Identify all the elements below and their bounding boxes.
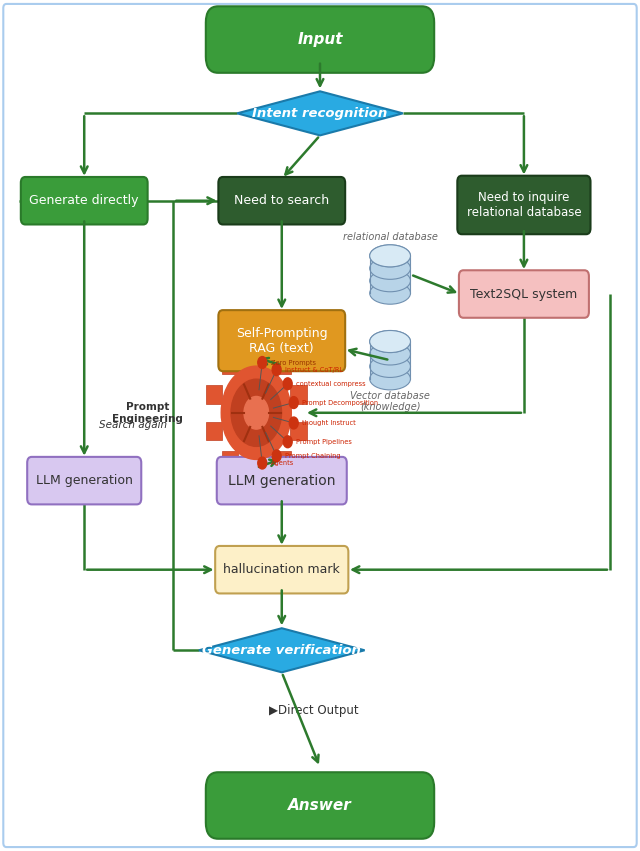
FancyBboxPatch shape [3,4,637,847]
Ellipse shape [370,283,410,304]
Text: LLM generation: LLM generation [228,474,335,488]
Text: Agents: Agents [271,460,294,466]
Text: Need to search: Need to search [234,194,330,208]
Circle shape [221,366,291,460]
Text: LLM generation: LLM generation [36,474,132,487]
Circle shape [272,450,281,462]
Circle shape [289,417,298,429]
FancyBboxPatch shape [215,546,348,593]
FancyBboxPatch shape [274,356,291,374]
FancyBboxPatch shape [217,457,347,505]
Ellipse shape [370,270,410,292]
Circle shape [231,380,282,447]
FancyBboxPatch shape [274,452,291,470]
Text: Prompt Chaining: Prompt Chaining [285,453,340,459]
Polygon shape [199,628,365,672]
Ellipse shape [370,245,410,267]
Ellipse shape [370,330,410,352]
Circle shape [284,378,292,390]
Text: Search again: Search again [99,420,167,431]
Circle shape [284,436,292,448]
Text: hallucination mark: hallucination mark [223,563,340,576]
Text: Need to inquire
relational database: Need to inquire relational database [467,191,581,219]
Ellipse shape [370,257,410,279]
Ellipse shape [370,245,410,267]
FancyBboxPatch shape [206,6,434,73]
FancyBboxPatch shape [248,344,264,363]
FancyBboxPatch shape [222,356,238,374]
Polygon shape [370,256,410,294]
Ellipse shape [370,343,410,365]
FancyBboxPatch shape [458,175,591,234]
FancyBboxPatch shape [205,386,222,403]
FancyBboxPatch shape [27,457,141,505]
Text: Intent recognition: Intent recognition [252,107,388,120]
Text: Input: Input [297,32,343,47]
FancyBboxPatch shape [248,463,264,482]
Text: Prompt
Engineering: Prompt Engineering [112,402,183,424]
Text: thought Instruct: thought Instruct [302,420,356,426]
Text: Prompt Decomposition: Prompt Decomposition [302,400,378,406]
Text: Vector database
(knowledge): Vector database (knowledge) [350,391,430,413]
Polygon shape [370,341,410,379]
FancyBboxPatch shape [21,177,148,225]
Circle shape [272,363,281,375]
Circle shape [258,457,267,469]
FancyBboxPatch shape [206,772,434,839]
Ellipse shape [370,356,410,378]
Circle shape [244,397,269,429]
Text: Generate directly: Generate directly [29,194,139,208]
Circle shape [258,357,267,368]
Polygon shape [237,91,403,135]
Text: Self-Prompting
RAG (text): Self-Prompting RAG (text) [236,327,328,355]
Text: Prompt Pipelines: Prompt Pipelines [296,439,352,445]
Text: contextual compress: contextual compress [296,380,365,387]
Ellipse shape [370,368,410,390]
FancyBboxPatch shape [218,177,345,225]
FancyBboxPatch shape [459,271,589,317]
FancyBboxPatch shape [205,422,222,441]
Text: ▶Direct Output: ▶Direct Output [269,704,358,717]
Text: Answer: Answer [288,798,352,813]
FancyBboxPatch shape [291,386,307,403]
Text: Text2SQL system: Text2SQL system [470,288,577,300]
Circle shape [289,397,298,408]
Text: relational database: relational database [342,232,438,243]
FancyBboxPatch shape [291,422,307,441]
Ellipse shape [370,330,410,352]
Text: Generate verification: Generate verification [202,643,361,657]
FancyBboxPatch shape [222,452,238,470]
FancyBboxPatch shape [218,310,345,371]
Text: Instruct & CoT/RL: Instruct & CoT/RL [285,367,343,373]
Text: Zero Prompts: Zero Prompts [271,359,316,366]
